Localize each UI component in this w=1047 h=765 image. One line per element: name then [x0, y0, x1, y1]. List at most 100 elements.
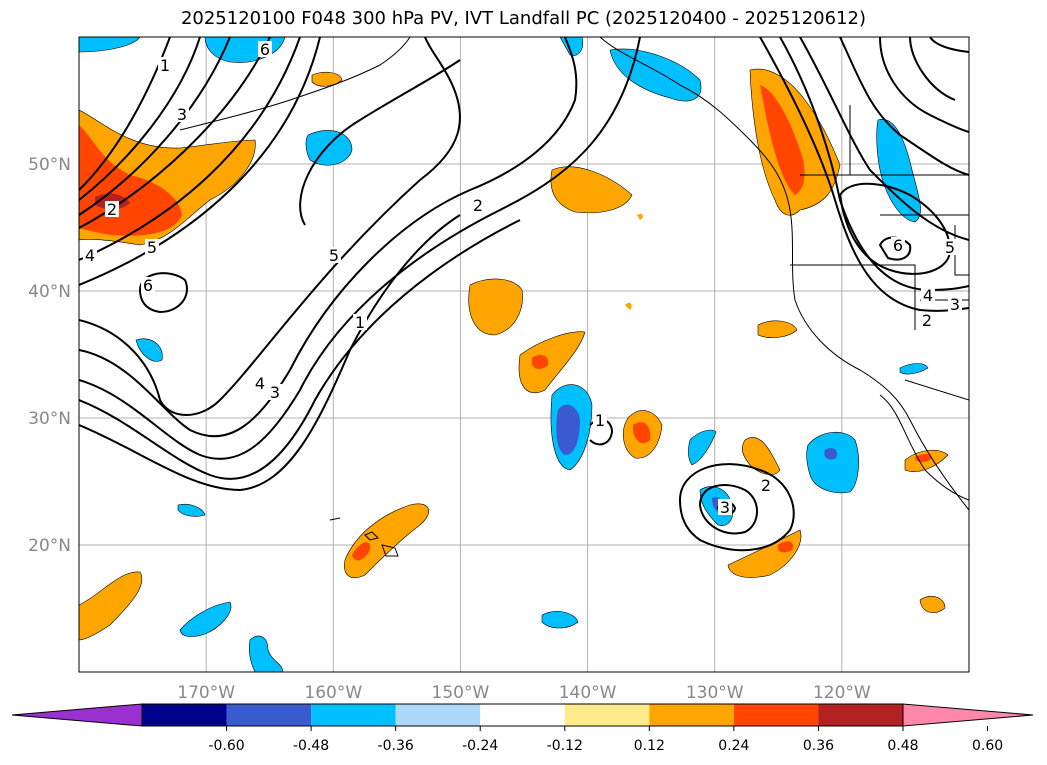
map-title: 2025120100 F048 300 hPa PV, IVT Landfall…	[180, 8, 867, 29]
contour-label-halo	[593, 412, 607, 428]
contour-label: 6	[260, 40, 270, 59]
contour-label: 1	[355, 313, 365, 332]
longitude-label: 150°W	[432, 683, 490, 703]
pv-contour-line	[79, 37, 301, 261]
pv-contour-line	[138, 272, 188, 314]
contour-label: 6	[893, 236, 903, 255]
positive-anomaly-shade	[632, 422, 651, 444]
negative-anomaly-shade	[806, 432, 859, 494]
pv-contours	[79, 37, 969, 552]
state-border	[904, 379, 969, 401]
pv-contour-line	[79, 214, 461, 492]
pv-contour-line	[79, 37, 231, 216]
state-border	[790, 264, 916, 330]
coastline	[381, 544, 399, 557]
colorbar-segment	[395, 704, 481, 726]
contour-label: 4	[255, 374, 265, 393]
positive-anomaly-shade	[344, 503, 429, 579]
colorbar-segment	[226, 704, 312, 726]
positive-anomaly-shade	[919, 596, 946, 613]
contour-label-halo	[253, 375, 267, 391]
contour-label: 2	[761, 476, 771, 495]
positive-anomaly-shade	[531, 354, 549, 370]
pv-contour-line	[698, 484, 758, 535]
contour-label-halo	[258, 41, 272, 57]
contour-label: 6	[143, 276, 153, 295]
colorbar-tick-label: 0.12	[634, 738, 665, 754]
map-frame	[78, 36, 970, 673]
contour-label: 5	[147, 238, 157, 257]
positive-anomaly-shade	[550, 166, 633, 214]
negative-anomaly-shade	[135, 338, 163, 362]
negative-anomaly-shade	[824, 447, 838, 460]
colorbar-tick-label: 0.36	[803, 738, 834, 754]
contour-label: 1	[160, 56, 170, 75]
positive-anomaly-shade	[760, 85, 805, 195]
pv-contour-line	[779, 37, 969, 292]
contour-label: 5	[945, 238, 955, 257]
positive-anomaly-shade	[468, 278, 523, 336]
contour-label: 3	[950, 295, 960, 314]
pv-contour-line	[79, 37, 321, 286]
positive-anomaly-shade	[79, 571, 143, 641]
pc-shading-positive	[79, 68, 949, 641]
colorbar-tick-label: -0.48	[293, 738, 329, 754]
positive-anomaly-shade	[757, 320, 798, 339]
contour-label-halo	[718, 499, 732, 515]
colorbar-extend-high	[902, 703, 1034, 727]
colorbar-tick-label: 0.24	[718, 738, 749, 754]
colorbar-segment	[142, 704, 227, 726]
negative-anomaly-shade	[541, 611, 579, 629]
contour-label-halo	[759, 477, 773, 493]
positive-anomaly-shade	[518, 331, 586, 394]
positive-anomaly-shade	[311, 71, 343, 87]
colorbar-segment	[733, 704, 819, 726]
contour-label: 2	[473, 196, 483, 215]
coastline	[599, 37, 969, 511]
colorbar-tick-label: -0.60	[208, 738, 244, 754]
contour-label-halo	[145, 239, 159, 255]
contour-label-halo	[268, 384, 282, 400]
positive-anomaly-shade	[625, 302, 632, 310]
pv-contour-line	[879, 37, 969, 133]
contour-label-halo	[943, 239, 957, 255]
contour-label-halo	[105, 201, 119, 217]
contour-label: 2	[107, 200, 117, 219]
pv-contour-line	[299, 59, 461, 226]
colorbar-tick-label: -0.36	[378, 738, 414, 754]
negative-anomaly-shade	[248, 635, 283, 672]
contour-label: 4	[923, 286, 933, 305]
pv-contour-line	[79, 37, 461, 416]
latitude-label: 30°N	[28, 409, 71, 429]
contour-label-halo	[920, 312, 934, 328]
longitude-label: 170°W	[177, 683, 235, 703]
contour-label-halo	[141, 277, 155, 293]
colorbar-frame	[141, 703, 904, 727]
contour-label: 3	[270, 383, 280, 402]
pv-contour-line	[759, 37, 969, 312]
negative-anomaly-shade	[177, 503, 206, 517]
colorbar-segment	[311, 704, 396, 726]
positive-anomaly-shade	[637, 213, 644, 220]
contour-label-halo	[353, 314, 367, 330]
colorbar: -0.60 -0.48 -0.36 -0.24 -0.12 0.12 0.24 0.36 0.4…	[11, 703, 1034, 754]
contour-label-halo	[327, 247, 341, 263]
colorbar-tick-label: 0.48	[887, 738, 918, 754]
pc-shading-negative	[79, 37, 929, 672]
longitude-label: 120°W	[813, 683, 871, 703]
pv-contour-line	[79, 37, 641, 460]
coastline	[329, 517, 341, 521]
pv-contour-line	[79, 219, 521, 480]
pv-contour-line	[79, 37, 201, 201]
pv-contour-line	[929, 37, 969, 53]
contour-label: 5	[329, 246, 339, 265]
pv-contour-line	[79, 37, 578, 438]
contour-label-halo	[471, 197, 485, 213]
contour-label-halo	[948, 296, 962, 312]
negative-anomaly-shade	[305, 130, 353, 166]
latitude-label: 50°N	[28, 155, 71, 175]
negative-anomaly-shade	[899, 363, 929, 375]
coastline	[364, 531, 379, 541]
contour-label-halo	[921, 287, 935, 303]
